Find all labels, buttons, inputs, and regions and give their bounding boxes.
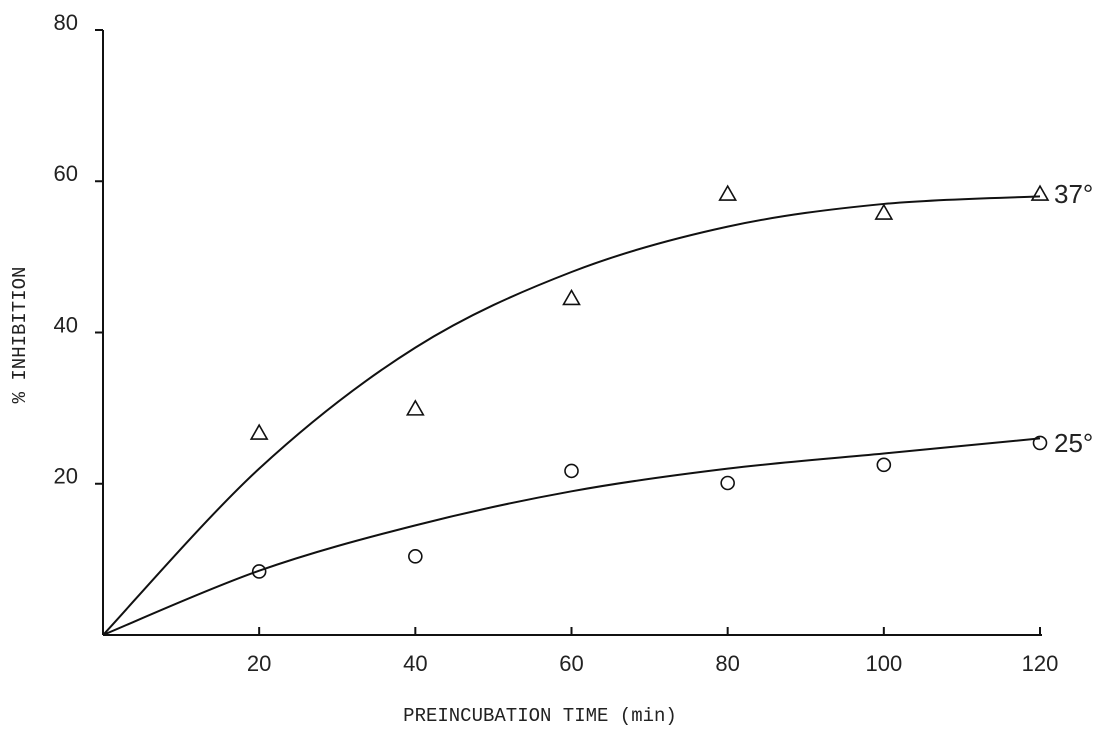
x-axis-title: PREINCUBATION TIME (min) [403, 705, 677, 727]
circle-point [877, 458, 890, 471]
circle-point [1034, 436, 1047, 449]
chart: PREINCUBATION TIME (min) % INHIBITION 20… [0, 0, 1097, 729]
fit-curve [103, 438, 1040, 635]
triangle-point [720, 186, 736, 200]
x-tick-label: 60 [559, 651, 583, 676]
series-label: 37° [1054, 179, 1093, 209]
fit-curve [103, 196, 1040, 635]
circle-point [565, 464, 578, 477]
x-tick-label: 80 [715, 651, 739, 676]
y-tick-label: 60 [54, 161, 78, 186]
series-label: 25° [1054, 428, 1093, 458]
triangle-point [1032, 186, 1048, 200]
x-tick-label: 40 [403, 651, 427, 676]
x-tick-label: 120 [1022, 651, 1059, 676]
y-tick-label: 40 [54, 312, 78, 337]
x-tick-label: 20 [247, 651, 271, 676]
y-tick-label: 80 [54, 10, 78, 35]
circle-point [721, 476, 734, 489]
triangle-point [251, 425, 267, 439]
y-tick-label: 20 [54, 464, 78, 489]
triangle-point [564, 290, 580, 304]
triangle-point [876, 205, 892, 219]
triangle-point [407, 401, 423, 415]
x-tick-label: 100 [865, 651, 902, 676]
y-axis-title: % INHIBITION [9, 267, 31, 404]
circle-point [409, 550, 422, 563]
